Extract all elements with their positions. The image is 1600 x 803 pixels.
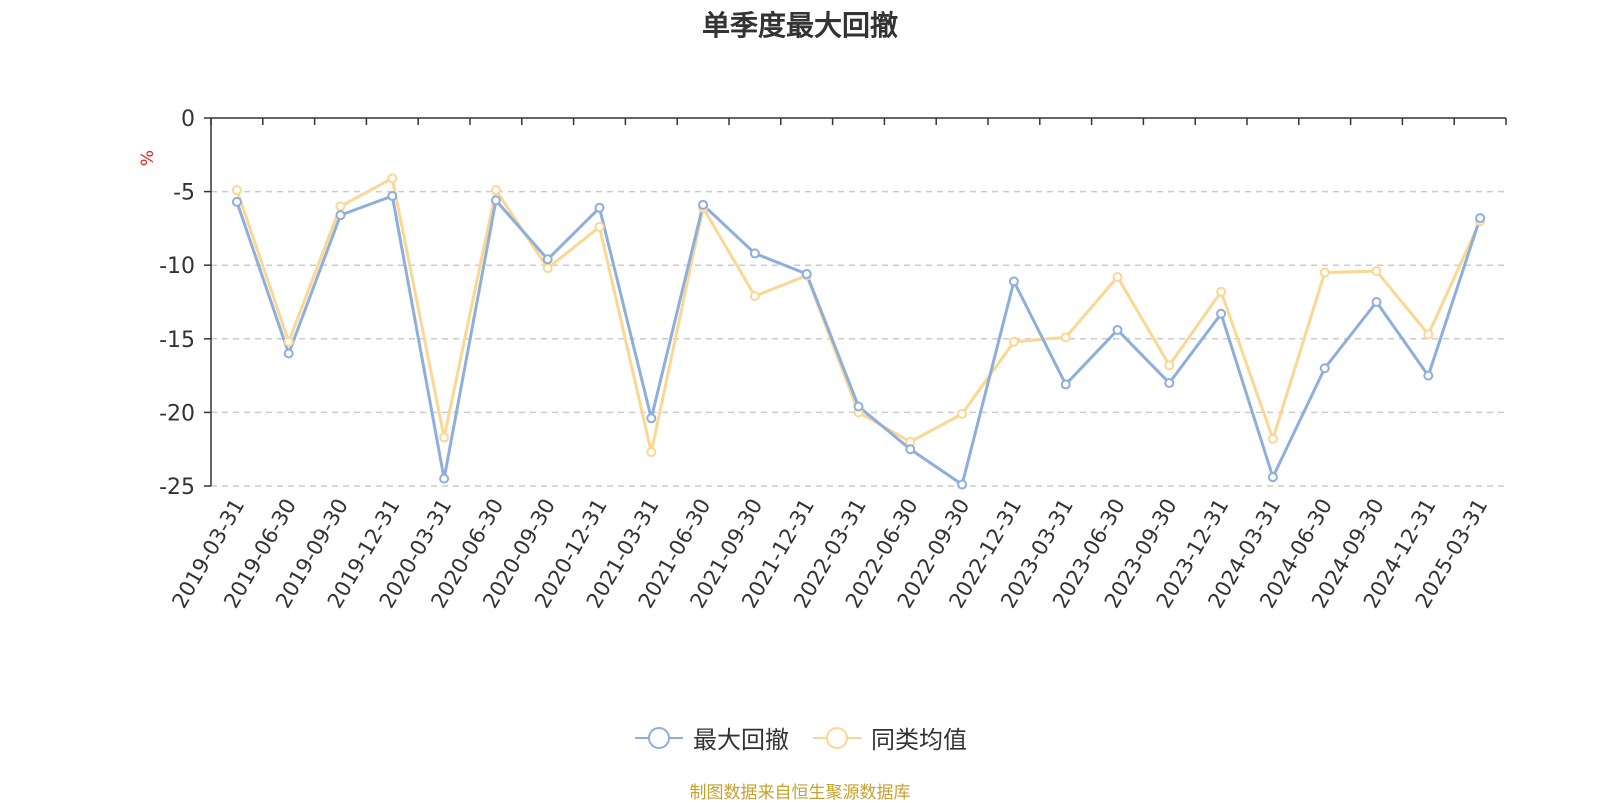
data-point-max-drawdown bbox=[439, 473, 450, 484]
data-point-max-drawdown bbox=[1060, 379, 1071, 390]
chart-title: 单季度最大回撤 bbox=[701, 9, 898, 42]
data-point-max-drawdown bbox=[749, 248, 760, 259]
data-point-peer-average bbox=[1319, 267, 1330, 278]
data-point-max-drawdown bbox=[1164, 377, 1175, 388]
data-point-max-drawdown bbox=[231, 196, 242, 207]
data-point-max-drawdown bbox=[1319, 363, 1330, 374]
legend-label: 同类均值 bbox=[871, 726, 967, 754]
data-point-max-drawdown bbox=[698, 199, 709, 210]
legend: 最大回撤 同类均值 bbox=[0, 720, 1600, 755]
legend-item-max-drawdown[interactable]: 最大回撤 bbox=[633, 720, 789, 755]
data-point-max-drawdown bbox=[646, 413, 657, 424]
circle-line-icon bbox=[813, 726, 861, 749]
data-point-peer-average bbox=[749, 291, 760, 302]
data-point-max-drawdown bbox=[283, 348, 294, 359]
data-point-max-drawdown bbox=[542, 254, 553, 265]
source-note: 制图数据来自恒生聚源数据库 bbox=[689, 783, 911, 803]
data-point-max-drawdown bbox=[1475, 213, 1486, 224]
data-point-max-drawdown bbox=[1371, 297, 1382, 307]
data-point-peer-average bbox=[1216, 286, 1227, 297]
legend-label: 最大回撤 bbox=[693, 726, 789, 754]
data-point-peer-average bbox=[594, 221, 605, 232]
data-point-peer-average bbox=[490, 185, 501, 196]
y-tick-label: -5 bbox=[173, 181, 195, 206]
data-point-max-drawdown bbox=[1112, 324, 1123, 335]
data-point-peer-average bbox=[646, 447, 657, 458]
line-chart: 0-5-10-15-20-25%2019-03-312019-06-302019… bbox=[138, 107, 1507, 612]
data-point-max-drawdown bbox=[853, 401, 864, 412]
data-point-peer-average bbox=[542, 263, 553, 274]
data-point-max-drawdown bbox=[905, 444, 916, 455]
data-point-peer-average bbox=[1371, 266, 1382, 277]
data-point-peer-average bbox=[1423, 329, 1434, 340]
data-point-peer-average bbox=[439, 432, 450, 443]
data-point-peer-average bbox=[1060, 332, 1071, 343]
data-point-max-drawdown bbox=[490, 195, 501, 206]
y-axis-unit-label: % bbox=[138, 150, 158, 166]
data-point-max-drawdown bbox=[594, 202, 605, 213]
data-point-peer-average bbox=[1008, 336, 1019, 347]
data-point-peer-average bbox=[1164, 360, 1175, 371]
data-point-peer-average bbox=[283, 336, 294, 347]
legend-item-peer-average[interactable]: 同类均值 bbox=[811, 720, 967, 755]
data-point-peer-average bbox=[387, 173, 398, 184]
y-tick-label: -10 bbox=[159, 254, 195, 279]
y-tick-label: -15 bbox=[159, 328, 195, 353]
data-point-max-drawdown bbox=[1008, 276, 1019, 287]
data-point-peer-average bbox=[957, 408, 968, 419]
data-point-max-drawdown bbox=[335, 210, 346, 221]
data-point-max-drawdown bbox=[1423, 370, 1434, 381]
circle-line-icon bbox=[635, 726, 683, 749]
y-tick-label: 0 bbox=[181, 107, 195, 132]
y-tick-label: -25 bbox=[159, 475, 195, 500]
data-point-peer-average bbox=[231, 185, 242, 196]
data-point-max-drawdown bbox=[387, 191, 398, 202]
data-point-peer-average bbox=[1112, 271, 1123, 282]
data-point-max-drawdown bbox=[801, 269, 812, 280]
y-tick-label: -20 bbox=[159, 401, 195, 426]
data-point-peer-average bbox=[1267, 433, 1278, 444]
data-point-max-drawdown bbox=[957, 479, 968, 490]
data-point-max-drawdown bbox=[1216, 308, 1227, 319]
data-point-peer-average bbox=[335, 201, 346, 212]
data-point-max-drawdown bbox=[1267, 472, 1278, 483]
